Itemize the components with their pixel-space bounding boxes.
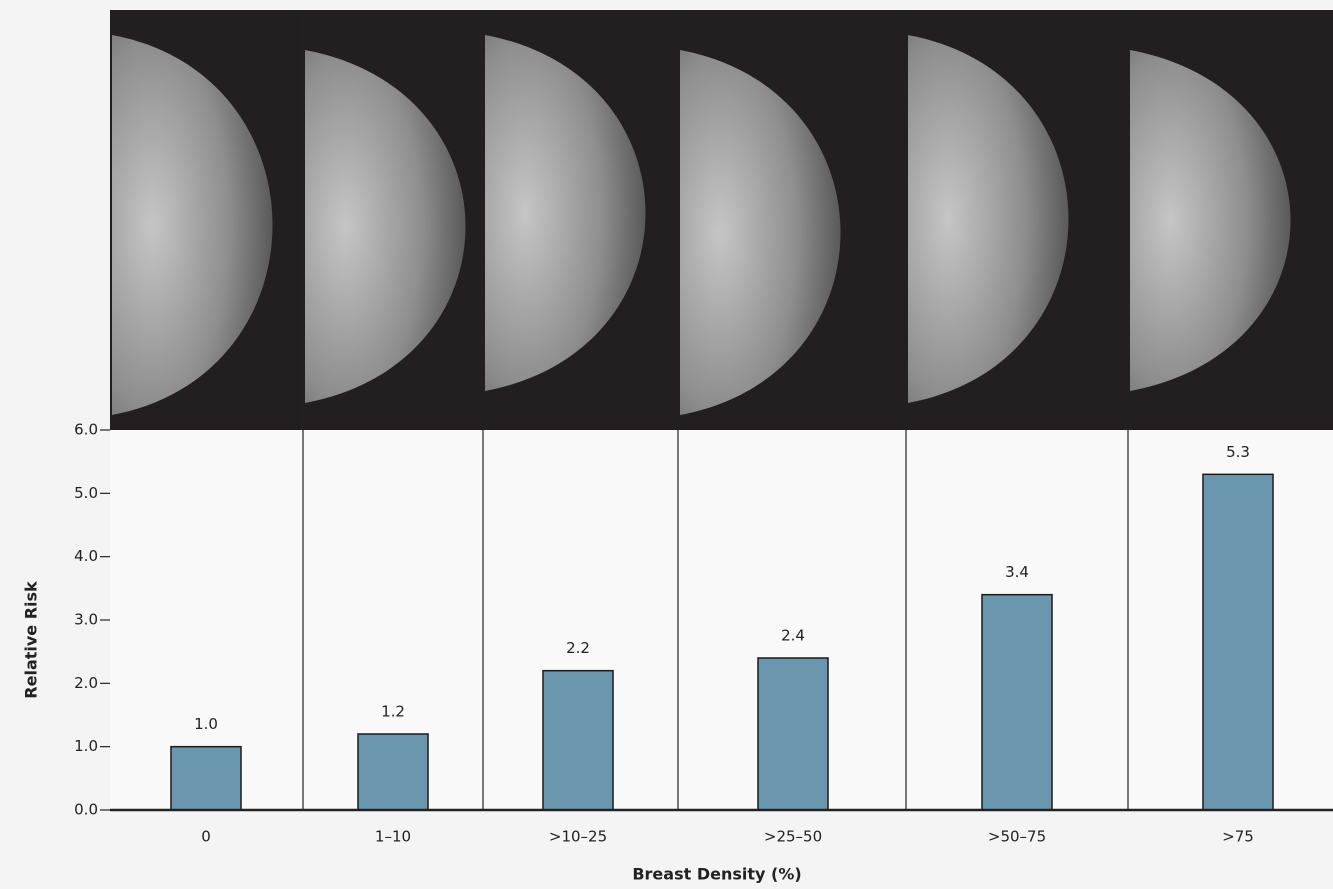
y-tick-label: 0.0 <box>74 801 98 819</box>
y-tick-label: 1.0 <box>74 737 98 755</box>
x-tick-label: 1–10 <box>375 828 411 846</box>
x-tick-label: >25–50 <box>764 828 822 846</box>
value-label: 2.4 <box>781 627 805 645</box>
y-tick-label: 2.0 <box>74 674 98 692</box>
value-label: 3.4 <box>1005 563 1029 581</box>
x-tick-label: >75 <box>1222 828 1254 846</box>
x-axis-title: Breast Density (%) <box>632 865 801 884</box>
x-tick-label: 0 <box>201 828 211 846</box>
page: Breast Density (%) Relative Risk 0.0 1.0 2… <box>0 0 1333 889</box>
bar <box>543 671 613 810</box>
bar <box>982 595 1052 810</box>
x-tick-label: >50–75 <box>988 828 1046 846</box>
value-label: 2.2 <box>566 639 590 657</box>
y-axis-title: Relative Risk <box>22 581 41 699</box>
y-tick-label: 3.0 <box>74 611 98 629</box>
y-tick-label: 5.0 <box>74 484 98 502</box>
bar <box>171 747 241 810</box>
value-label: 1.0 <box>194 715 218 733</box>
y-tick-label: 4.0 <box>74 547 98 565</box>
chart: Breast Density (%) Relative Risk 0.0 1.0 2… <box>0 0 1333 889</box>
bar <box>358 734 428 810</box>
value-label: 5.3 <box>1226 443 1250 461</box>
value-label: 1.2 <box>381 703 405 721</box>
x-tick-label: >10–25 <box>549 828 607 846</box>
bar <box>1203 474 1273 810</box>
y-tick-label: 6.0 <box>74 421 98 439</box>
bar <box>758 658 828 810</box>
plot-area <box>110 430 1333 810</box>
